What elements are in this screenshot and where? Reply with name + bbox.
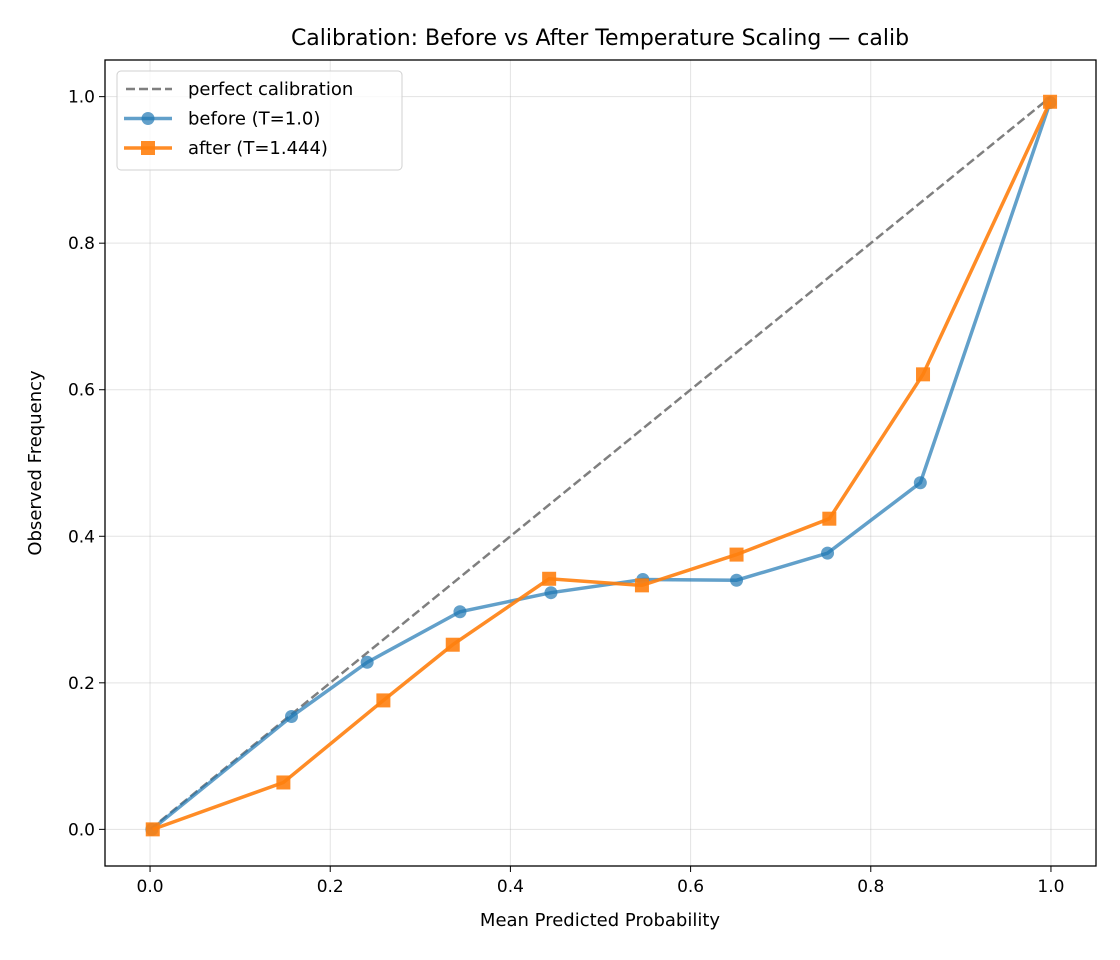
- x-tick-label: 0.8: [857, 877, 884, 897]
- x-tick-label: 0.2: [317, 877, 344, 897]
- y-tick-label: 0.8: [68, 234, 95, 254]
- x-tick-label: 1.0: [1037, 877, 1064, 897]
- after-point: [445, 637, 460, 652]
- y-axis-label: Observed Frequency: [25, 370, 46, 556]
- after-point: [916, 367, 931, 382]
- x-tick-label: 0.6: [677, 877, 704, 897]
- before-point: [544, 586, 558, 600]
- after-point: [729, 547, 744, 562]
- y-tick-label: 1.0: [68, 88, 95, 108]
- after-series-line: [152, 101, 1052, 832]
- chart-title: Calibration: Before vs After Temperature…: [291, 26, 909, 51]
- legend-label: perfect calibration: [188, 79, 353, 100]
- before-point: [821, 546, 835, 560]
- before-point: [360, 655, 374, 669]
- y-tick-label: 0.2: [68, 674, 95, 694]
- before-point: [913, 476, 927, 490]
- after-point: [276, 775, 291, 790]
- after-point: [145, 822, 160, 837]
- plot-frame: [104, 59, 1097, 867]
- legend-circle-marker: [141, 112, 155, 125]
- x-tick-label: 0.0: [137, 877, 164, 897]
- after-point: [542, 571, 557, 586]
- legend-label: after (T=1.444): [188, 138, 328, 159]
- before-point: [730, 573, 744, 587]
- legend-square-marker: [141, 141, 155, 155]
- after-point: [376, 693, 391, 708]
- x-tick-label: 0.4: [497, 877, 524, 897]
- after-point: [634, 578, 649, 593]
- legend: perfect calibration before (T=1.0) after (…: [116, 70, 403, 171]
- before-point: [284, 710, 298, 724]
- after-point: [1043, 94, 1058, 109]
- y-tick-label: 0.6: [68, 381, 95, 401]
- y-tick-label: 0.0: [68, 820, 95, 840]
- y-tick-label: 0.4: [68, 527, 95, 547]
- perfect-calibration-line: [149, 95, 1052, 831]
- x-axis-label: Mean Predicted Probability: [480, 910, 720, 931]
- legend-label: before (T=1.0): [188, 109, 320, 130]
- before-point: [453, 605, 467, 619]
- before-series-line: [150, 101, 1052, 831]
- after-point: [822, 511, 837, 526]
